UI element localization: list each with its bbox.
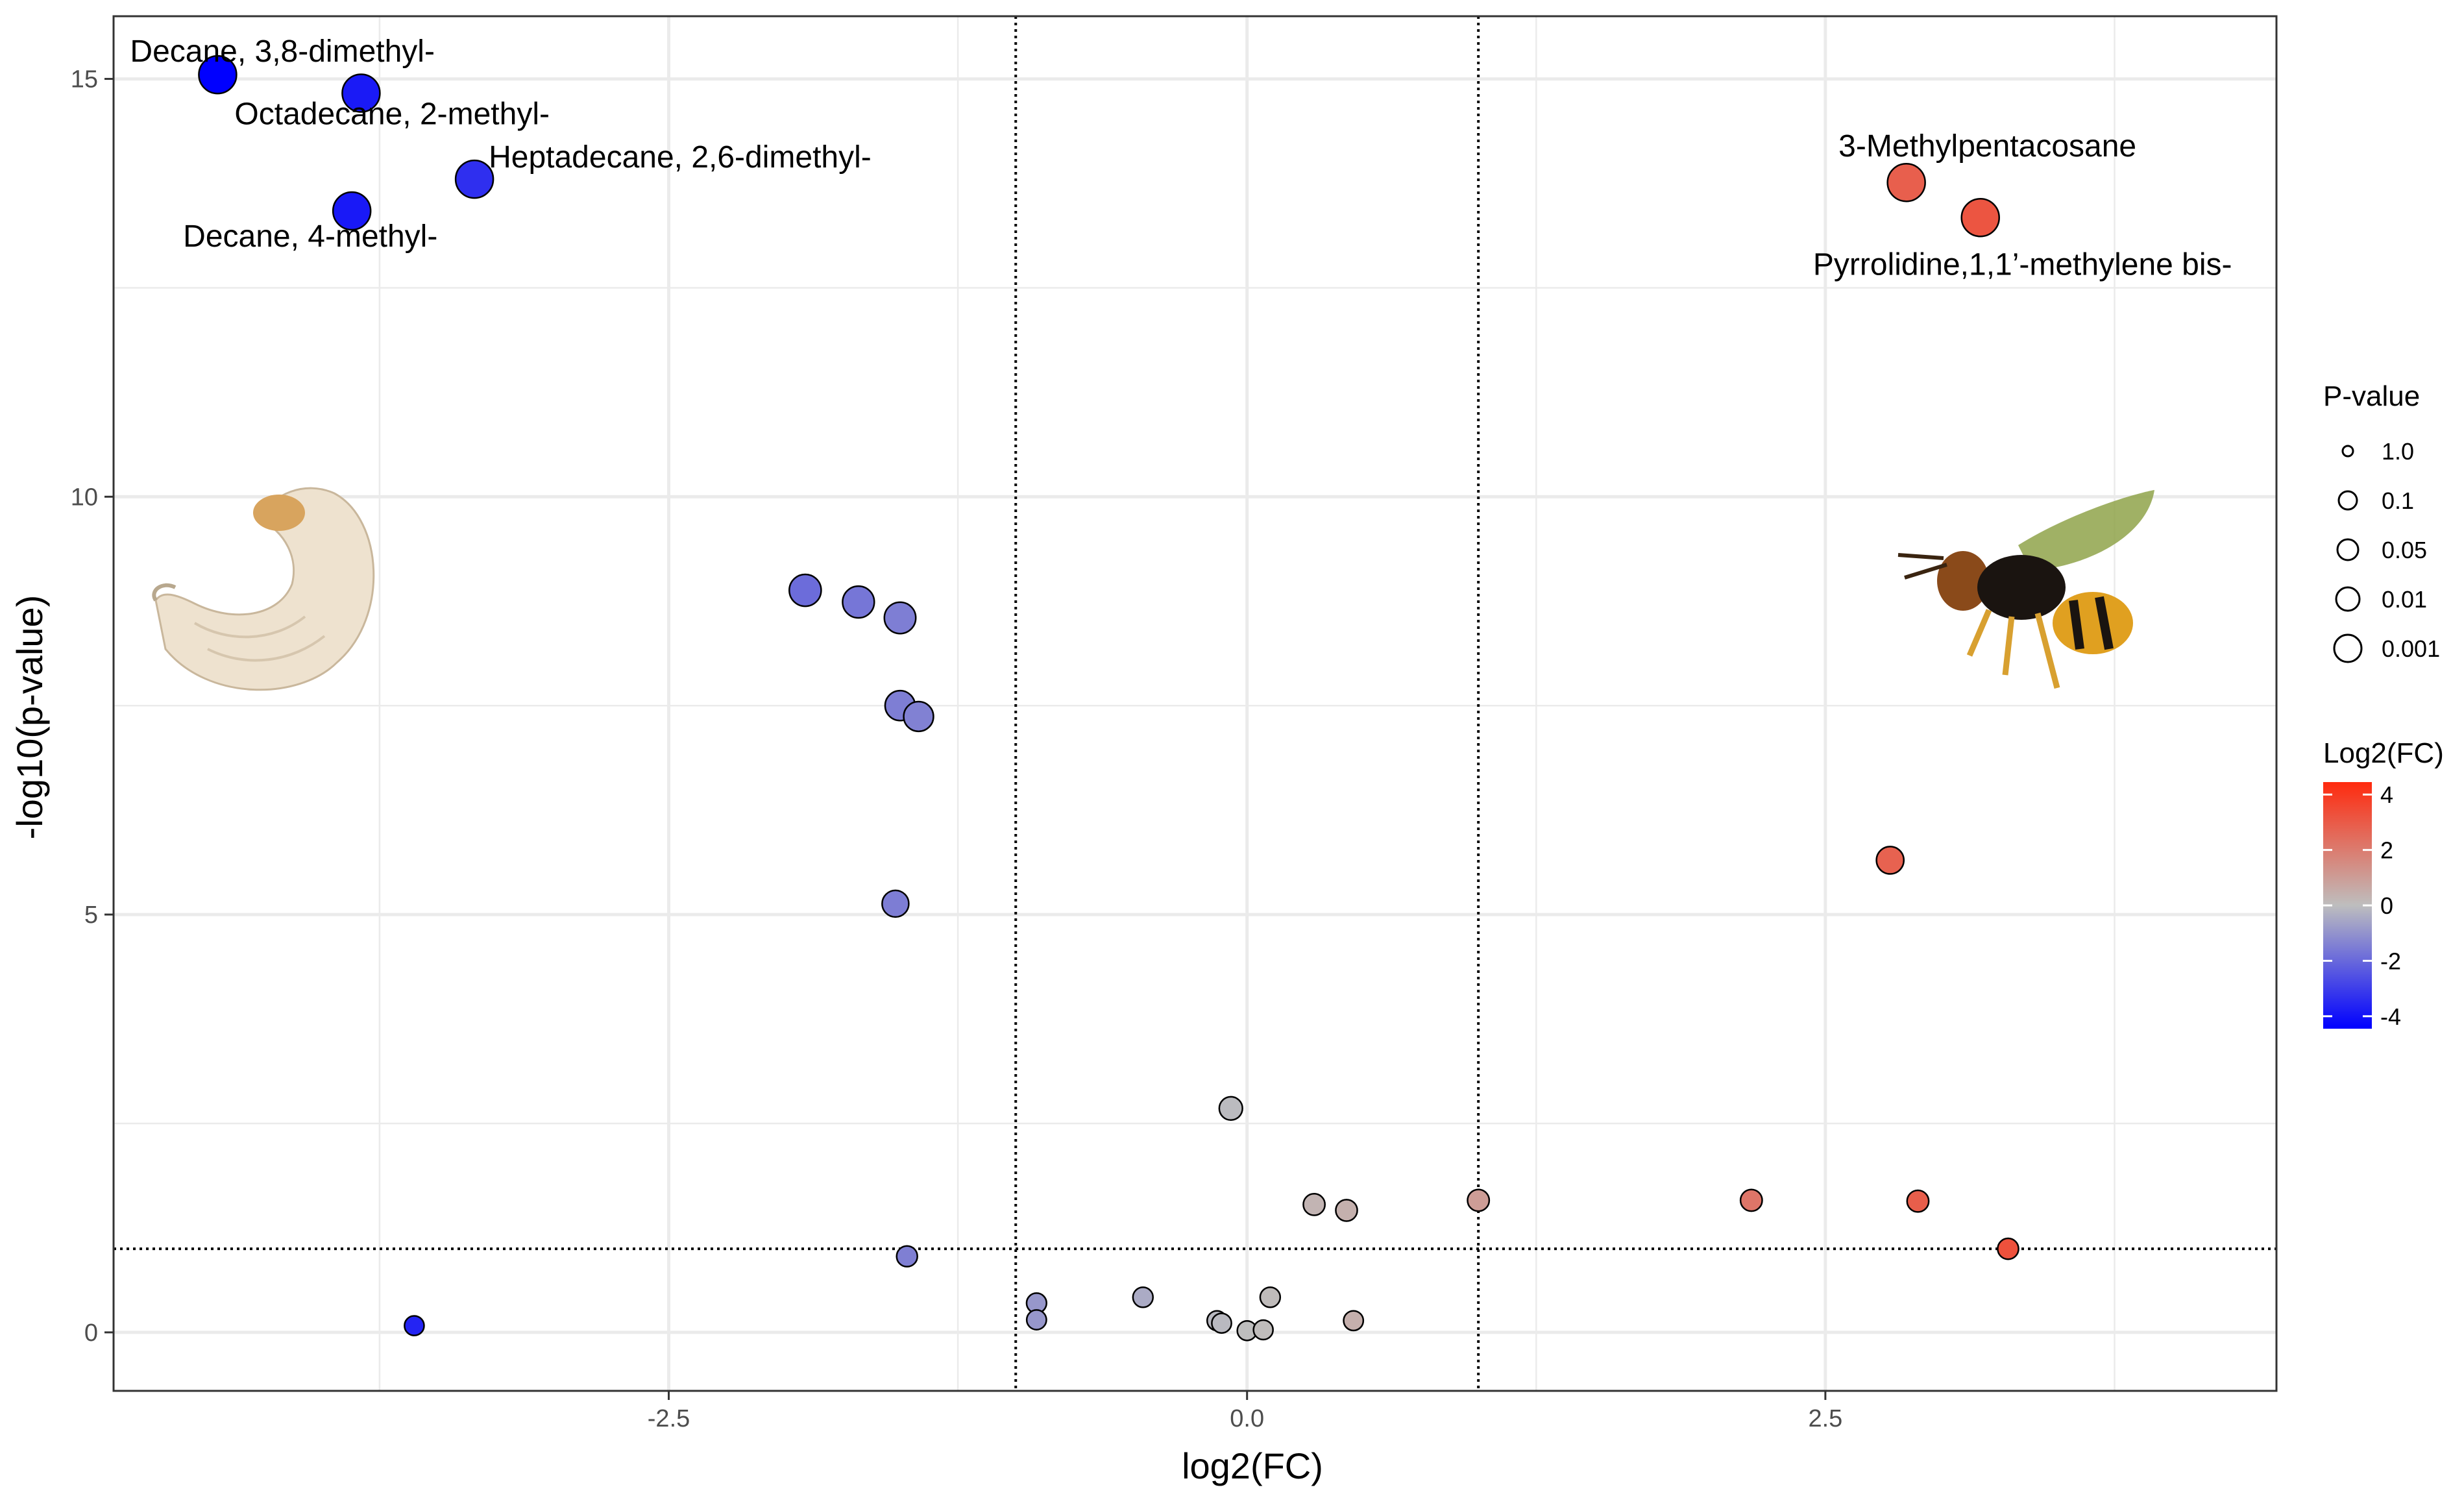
- size-legend-label: 0.01: [2382, 586, 2427, 613]
- size-legend-label: 0.001: [2382, 635, 2440, 662]
- data-point: [842, 585, 875, 619]
- point-label: Heptadecane, 2,6-dimethyl-: [489, 140, 872, 175]
- point-label: 3-Methylpentacosane: [1838, 129, 2136, 164]
- data-point: [1252, 1319, 1274, 1341]
- data-point: [1335, 1199, 1358, 1222]
- data-point: [1259, 1286, 1282, 1308]
- data-point: [1132, 1286, 1154, 1308]
- data-point: [1343, 1310, 1365, 1332]
- size-legend-key: [2335, 586, 2361, 612]
- color-legend-label: 0: [2380, 892, 2393, 919]
- color-legend-label: 2: [2380, 837, 2393, 864]
- color-legend-label: -2: [2380, 948, 2401, 974]
- y-axis-ticks: 0 5 10 15: [71, 66, 114, 1347]
- size-legend-key: [2333, 633, 2363, 663]
- data-point: [198, 55, 238, 95]
- data-point: [341, 73, 381, 113]
- data-point: [896, 1245, 918, 1268]
- x-tick-label: 2.5: [1808, 1405, 1842, 1432]
- x-tick-label: -2.5: [648, 1405, 690, 1432]
- data-point: [1302, 1192, 1326, 1216]
- x-axis-ticks: -2.5 0.0 2.5: [648, 1391, 1842, 1432]
- y-tick-label: 10: [71, 484, 98, 511]
- color-legend-title: Log2(FC): [2323, 737, 2444, 769]
- size-legend-title: P-value: [2323, 380, 2420, 412]
- data-point: [788, 573, 822, 607]
- data-point: [881, 889, 910, 918]
- data-point: [1960, 198, 2000, 238]
- grid-lines: [114, 16, 2276, 1391]
- point-labels: Decane, 3,8-dimethyl- Octadecane, 2-methy…: [130, 34, 2232, 282]
- point-label: Decane, 4-methyl-: [183, 219, 437, 254]
- data-point: [1025, 1309, 1047, 1330]
- data-point: [903, 700, 934, 733]
- color-legend: Log2(FC) 4 2 0 -2 -4: [2323, 737, 2444, 1030]
- y-tick-label: 0: [84, 1319, 98, 1347]
- data-point: [883, 601, 917, 635]
- size-legend-key: [2336, 538, 2360, 561]
- data-point: [1997, 1237, 2019, 1260]
- x-tick-label: 0.0: [1230, 1405, 1264, 1432]
- size-legend-label: 1.0: [2382, 438, 2414, 465]
- size-legend-label: 0.05: [2382, 537, 2427, 563]
- point-label: Octadecane, 2-methyl-: [234, 97, 550, 131]
- y-tick-label: 15: [71, 66, 98, 93]
- plot-panel: [114, 16, 2276, 1391]
- size-legend-key: [2341, 445, 2354, 458]
- hornet-image: [1897, 490, 2154, 689]
- larva-image: [152, 487, 375, 691]
- data-point: [454, 159, 494, 199]
- data-point: [1886, 162, 1926, 202]
- y-tick-label: 5: [84, 901, 98, 929]
- plot-border: [112, 15, 2278, 1392]
- data-point: [1211, 1312, 1232, 1334]
- data-point: [1739, 1188, 1763, 1212]
- size-legend-key: [2337, 490, 2358, 511]
- data-point: [1218, 1096, 1243, 1121]
- data-point: [1467, 1188, 1491, 1212]
- color-legend-label: -4: [2380, 1003, 2401, 1030]
- data-point: [404, 1315, 425, 1336]
- data-point: [1906, 1189, 1930, 1213]
- data-point: [1875, 846, 1905, 875]
- point-label: Decane, 3,8-dimethyl-: [130, 34, 435, 69]
- size-legend-label: 0.1: [2382, 487, 2414, 514]
- point-label: Pyrrolidine,1,1’-methylene bis-: [1813, 247, 2232, 282]
- data-points: [198, 55, 2019, 1342]
- x-axis-title: log2(FC): [1182, 1445, 1323, 1486]
- size-legend: P-value 1.0 0.1 0.05 0.01 0.001: [2323, 380, 2440, 663]
- color-legend-label: 4: [2380, 781, 2393, 808]
- y-axis-title: -log10(p-value): [9, 595, 50, 840]
- threshold-lines: [114, 16, 2276, 1391]
- data-point: [332, 191, 372, 231]
